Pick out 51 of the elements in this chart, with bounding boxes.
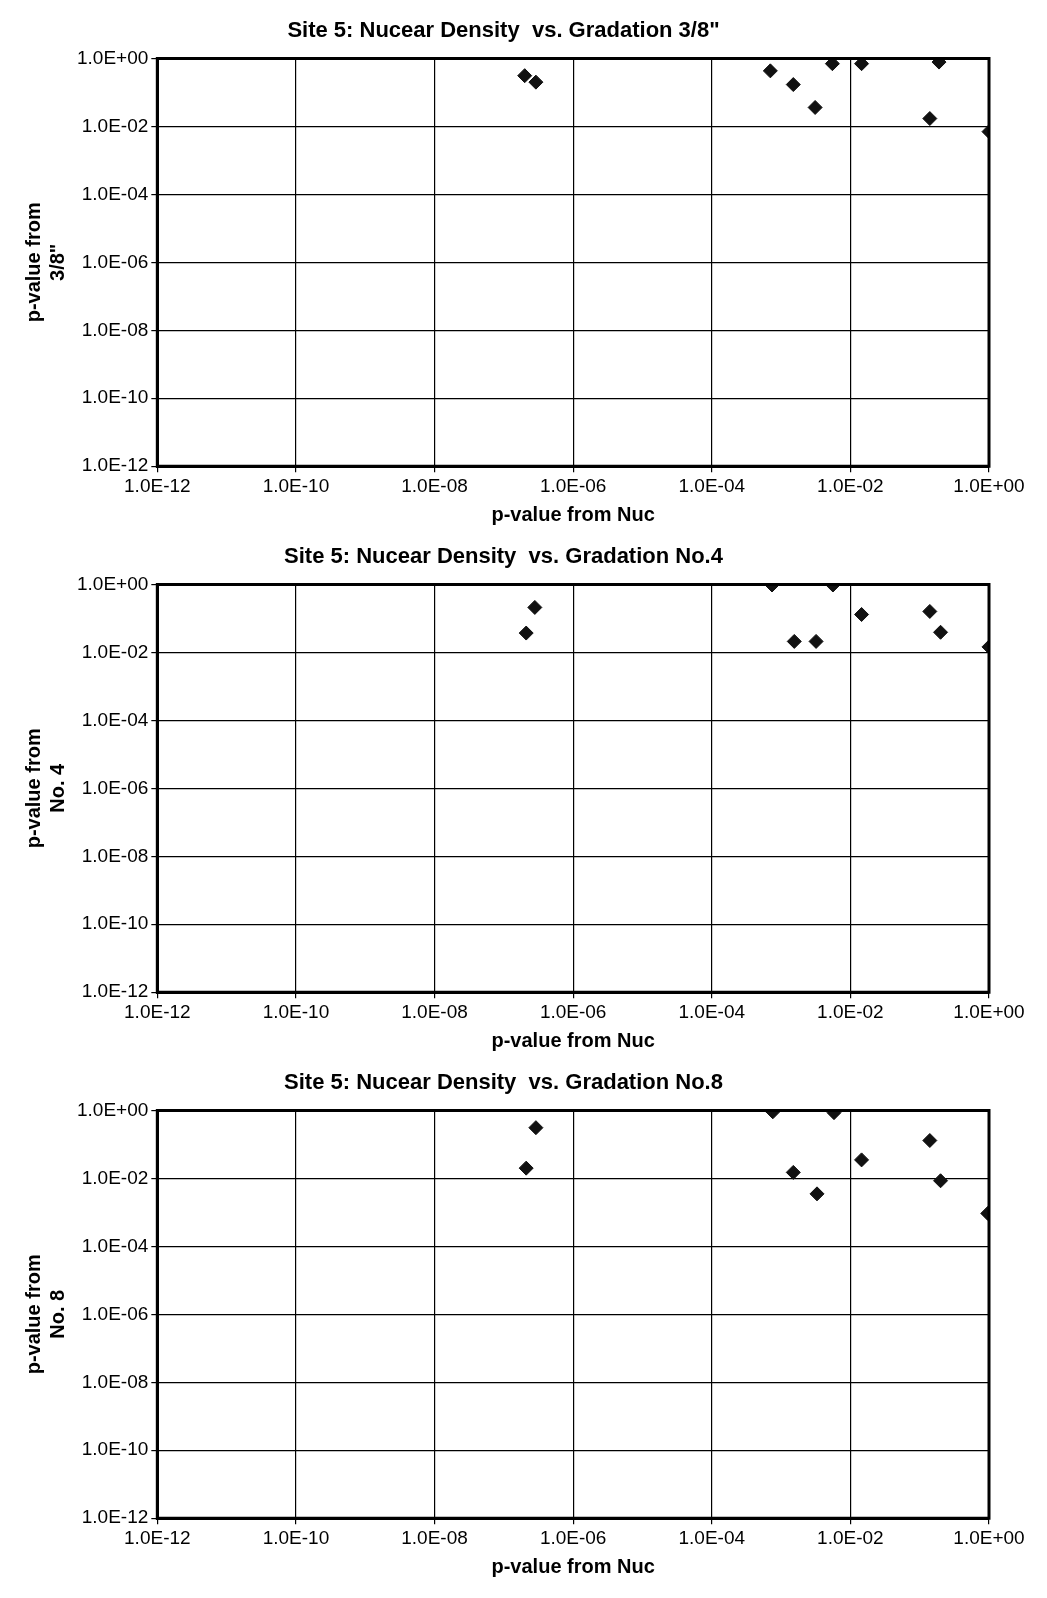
x-tick-label: 1.0E-08 <box>401 474 468 496</box>
x-tick-label: 1.0E-12 <box>124 1000 191 1022</box>
y-tick-label: 1.0E-10 <box>81 912 149 934</box>
y-axis-title: p-value from No. 4 <box>21 728 68 849</box>
x-axis-title: p-value from Nuc <box>491 1028 655 1051</box>
x-tick-label: 1.0E-10 <box>262 1000 330 1022</box>
y-tick-label: 1.0E-06 <box>81 250 149 272</box>
y-tick-label: 1.0E-12 <box>81 454 149 476</box>
x-tick-label: 1.0E+00 <box>953 474 1025 496</box>
chart-title: Site 5: Nucear Density vs. Gradation No.8 <box>284 1069 723 1095</box>
x-axis-title: p-value from Nuc <box>491 502 655 525</box>
x-tick-label: 1.0E-06 <box>539 474 607 496</box>
x-tick-label: 1.0E-04 <box>678 1000 746 1022</box>
x-tick-label: 1.0E-04 <box>678 1526 746 1548</box>
x-tick-label: 1.0E-12 <box>124 1526 191 1548</box>
y-tick-label: 1.0E-02 <box>81 1166 149 1188</box>
chart-title: Site 5: Nucear Density vs. Gradation No.4 <box>284 543 724 569</box>
y-tick-label: 1.0E-12 <box>81 1506 149 1528</box>
y-tick-label: 1.0E+00 <box>76 572 149 594</box>
y-tick-label: 1.0E-10 <box>81 386 149 408</box>
x-tick-label: 1.0E-02 <box>817 1000 884 1022</box>
x-axis-title: p-value from Nuc <box>491 1554 655 1577</box>
x-tick-label: 1.0E-10 <box>262 1526 330 1548</box>
y-tick-label: 1.0E-04 <box>81 182 149 204</box>
chart-title: Site 5: Nucear Density vs. Gradation 3/8" <box>287 17 720 43</box>
x-tick-label: 1.0E-04 <box>678 474 746 496</box>
x-tick-label: 1.0E-06 <box>539 1000 607 1022</box>
y-tick-label: 1.0E-12 <box>81 980 149 1002</box>
x-tick-label: 1.0E-02 <box>817 1526 884 1548</box>
y-tick-label: 1.0E+00 <box>76 46 149 68</box>
x-tick-label: 1.0E-02 <box>817 474 884 496</box>
y-tick-label: 1.0E-08 <box>81 318 149 340</box>
x-tick-label: 1.0E-08 <box>401 1000 468 1022</box>
y-tick-label: 1.0E-02 <box>81 114 149 136</box>
y-tick-label: 1.0E-06 <box>81 1302 149 1324</box>
x-tick-label: 1.0E+00 <box>953 1526 1025 1548</box>
x-tick-label: 1.0E-08 <box>401 1526 468 1548</box>
y-tick-label: 1.0E-08 <box>81 1370 149 1392</box>
x-tick-label: 1.0E-10 <box>262 474 330 496</box>
x-tick-label: 1.0E-12 <box>124 474 191 496</box>
y-tick-label: 1.0E-02 <box>81 640 149 662</box>
y-tick-label: 1.0E-04 <box>81 708 149 730</box>
y-tick-label: 1.0E-10 <box>81 1438 149 1460</box>
y-tick-label: 1.0E-04 <box>81 1234 149 1256</box>
x-tick-label: 1.0E-06 <box>539 1526 607 1548</box>
y-tick-label: 1.0E-08 <box>81 844 149 866</box>
y-axis-title: p-value from No. 8 <box>21 1254 68 1375</box>
x-tick-label: 1.0E+00 <box>953 1000 1025 1022</box>
y-tick-label: 1.0E-06 <box>81 776 149 798</box>
y-axis-title: p-value from 3/8" <box>21 202 68 323</box>
y-tick-label: 1.0E+00 <box>76 1098 149 1120</box>
